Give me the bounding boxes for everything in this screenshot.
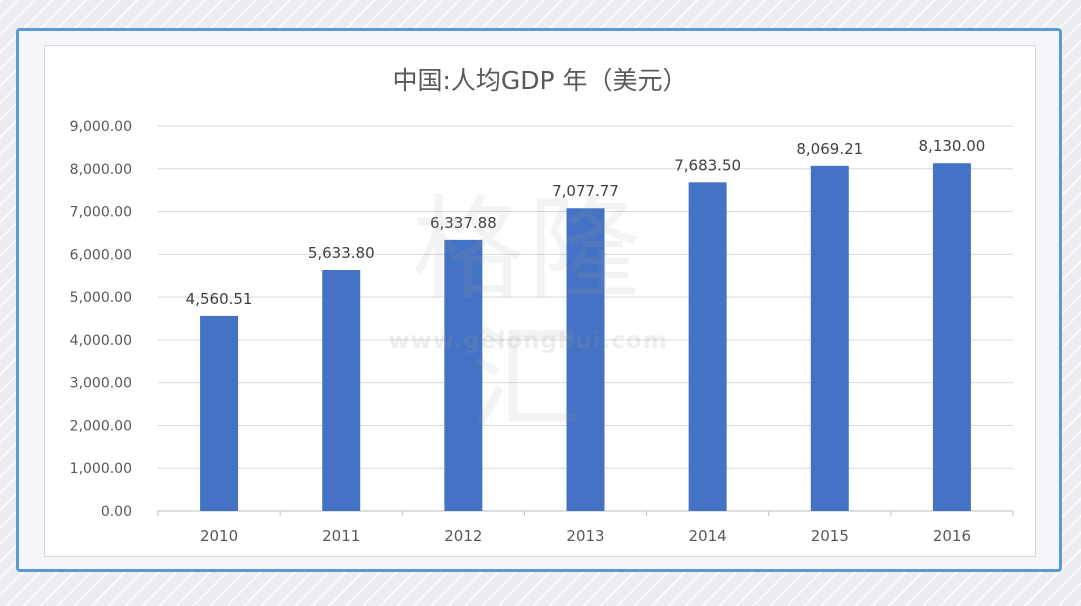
data-label: 8,130.00 [919,137,986,155]
bar [566,208,605,511]
x-tick-label: 2011 [322,527,360,545]
x-tick-label: 2016 [933,527,971,545]
data-label: 7,077.77 [552,182,619,200]
bar [444,239,483,511]
y-tick-label: 2,000.00 [70,418,132,434]
data-label: 7,683.50 [674,156,741,174]
y-tick-label: 8,000.00 [70,162,132,178]
x-tick-label: 2015 [811,527,849,545]
data-labels: 4,560.51 5,633.80 6,337.88 7,077.77 7,683.50… [186,137,986,308]
y-tick-label: 0.00 [101,504,132,520]
x-tick-label: 2014 [689,527,727,545]
x-tick-label: 2013 [566,527,604,545]
y-tick-label: 7,000.00 [70,205,132,221]
y-tick-label: 4,000.00 [70,333,132,349]
y-tick-label: 6,000.00 [70,247,132,263]
x-axis-ticks: 2010 2011 2012 2013 2014 2015 2016 [157,511,1014,545]
chart-title: 中国:人均GDP 年（美元） [392,66,687,95]
bar [688,182,727,511]
data-label: 8,069.21 [796,140,863,158]
y-tick-label: 5,000.00 [70,290,132,306]
bar [810,165,849,511]
bars [200,163,971,511]
bar [200,315,239,511]
y-tick-label: 9,000.00 [70,119,132,135]
y-tick-label: 3,000.00 [70,376,132,392]
data-label: 4,560.51 [186,290,253,308]
data-label: 5,633.80 [308,244,375,262]
bar [322,269,361,511]
bar [932,163,971,511]
data-label: 6,337.88 [430,214,497,232]
x-tick-label: 2012 [444,527,482,545]
y-axis-ticks: 0.00 1,000.00 2,000.00 3,000.00 4,000.00 5,00… [70,119,132,520]
x-tick-label: 2010 [200,527,238,545]
y-tick-label: 1,000.00 [70,461,132,477]
